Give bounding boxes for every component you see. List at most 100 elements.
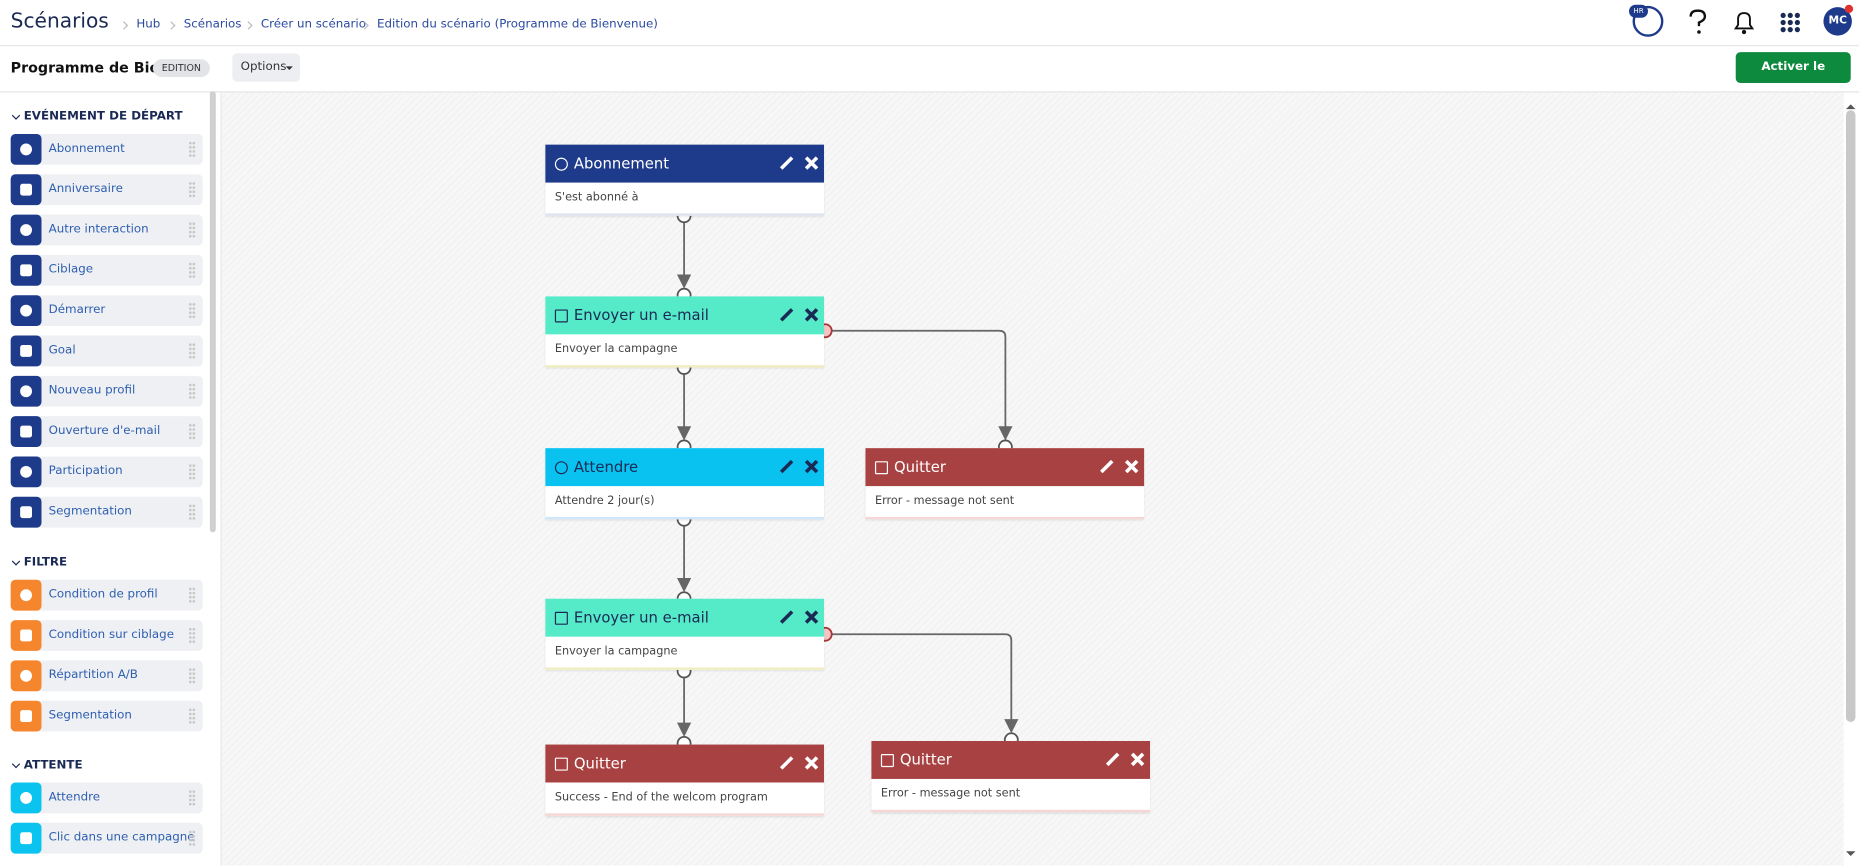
palette-item[interactable]: Autre interaction [10,214,203,246]
item-label: Segmentation [48,708,132,723]
drag-handle[interactable] [188,423,196,440]
delete-button[interactable] [1124,459,1139,474]
drag-handle[interactable] [188,627,196,644]
icon-glyph [20,183,33,196]
notification-icon[interactable] [1732,9,1756,35]
drag-handle[interactable] [188,463,196,481]
scenario-node[interactable]: Quitter Error - message not sent [865,448,1145,520]
edit-button[interactable] [779,756,794,770]
drag-handle[interactable] [188,221,196,239]
icon-glyph [20,589,33,602]
drag-handle[interactable] [188,667,196,685]
node-title: Envoyer un e-mail [573,608,709,626]
palette-item[interactable]: Attendre [10,782,203,814]
delete-button[interactable] [804,459,819,474]
palette-item[interactable]: Nouveau profil [10,375,203,407]
scroll-up[interactable] [1845,100,1856,110]
palette-item[interactable]: Condition de profil [10,579,203,611]
canvas-scrollbar[interactable] [1845,110,1856,723]
node-icon [554,309,568,323]
palette-item[interactable]: Ouverture d'e-mail [10,416,203,447]
palette-item[interactable]: Segmentation [10,496,203,528]
scenario-node[interactable]: Abonnement S'est abonné à [545,144,824,216]
palette-item[interactable]: Clic dans une campagne [10,822,203,854]
node-icon [554,611,568,625]
drag-handle[interactable] [188,302,196,319]
drag-handle[interactable] [188,342,196,360]
scenario-node[interactable]: Envoyer un e-mail Envoyer la campagne [545,296,824,368]
section-title[interactable]: ATTENTE [23,758,83,772]
drag-handle[interactable] [188,789,196,807]
item-icon [10,660,42,692]
palette-item[interactable]: Participation [10,456,203,488]
node-description: Success - End of the welcom program [554,790,768,804]
options-button[interactable]: Options [232,53,300,82]
edit-button[interactable] [779,610,794,624]
item-icon [10,782,42,814]
breadcrumb-link[interactable]: Scénarios [183,17,242,31]
item-label: Répartition A/B [48,668,138,682]
delete-button[interactable] [1130,752,1145,767]
breadcrumb-link[interactable]: Edition du scénario (Programme de Bienve… [377,17,658,31]
scenario-node[interactable]: Envoyer un e-mail Envoyer la campagne [545,598,824,670]
apps-icon[interactable] [1780,12,1801,33]
scenario-node[interactable]: Quitter Error - message not sent [871,741,1151,813]
palette-item[interactable]: Segmentation [10,700,203,732]
item-label: Démarrer [48,303,106,317]
palette-item[interactable]: Anniversaire [10,174,203,206]
avatar-dot [1844,4,1854,14]
breadcrumb-link[interactable]: Créer un scénario [260,17,366,31]
node-title: Abonnement [573,154,670,172]
edit-button[interactable] [1100,459,1114,474]
node-icon [554,157,568,171]
breadcrumb-link[interactable]: Hub [136,17,161,31]
drag-handle[interactable] [188,141,196,158]
avatar[interactable]: MC [1823,7,1852,36]
delete-button[interactable] [804,610,819,624]
icon-glyph [20,385,33,398]
sidebar-scrollbar[interactable] [209,91,216,533]
drag-handle[interactable] [188,707,196,725]
edit-button[interactable] [779,156,794,170]
node-description: Error - message not sent [880,787,1021,801]
node-title: Attendre [573,457,639,476]
drag-handle[interactable] [188,829,196,847]
node-icon [554,461,568,475]
icon-glyph [20,710,33,723]
palette-item[interactable]: Ciblage [10,254,203,286]
drag-handle[interactable] [188,586,196,604]
top-bar [0,0,1859,47]
edit-button[interactable] [1105,752,1120,767]
icon-glyph [20,465,33,478]
section-title[interactable]: EVÉNEMENT DE DÉPART [23,110,183,124]
node-header: Quitter [865,448,1145,487]
help-icon[interactable] [1686,9,1710,35]
scenario-node[interactable]: Attendre Attendre 2 jour(s) [545,448,824,520]
delete-button[interactable] [804,308,819,322]
icon-glyph [20,425,33,438]
scroll-down[interactable] [1845,851,1856,860]
section-title[interactable]: FILTRE [23,556,68,570]
palette-item[interactable]: Abonnement [10,133,203,165]
palette-item[interactable]: Condition sur ciblage [10,620,203,651]
palette-item[interactable]: Goal [10,335,203,367]
delete-button[interactable] [804,156,819,170]
item-icon [10,416,42,447]
node-header: Envoyer un e-mail [545,296,824,335]
drag-handle[interactable] [188,503,196,521]
connector [832,329,1013,441]
drag-handle[interactable] [188,262,196,279]
palette-item[interactable]: Répartition A/B [10,660,203,692]
palette-item[interactable]: Démarrer [10,295,203,327]
drag-handle[interactable] [188,382,196,400]
edit-button[interactable] [779,459,794,474]
scenario-node[interactable]: Quitter Success - End of the welcom progr… [545,744,824,816]
edit-button[interactable] [779,308,794,322]
node-description: Envoyer la campagne [554,342,678,356]
drag-handle[interactable] [188,181,196,198]
hr-icon[interactable] [1632,5,1664,37]
node-body: Envoyer la campagne [545,334,824,368]
icon-glyph [20,832,33,845]
delete-button[interactable] [804,756,819,770]
